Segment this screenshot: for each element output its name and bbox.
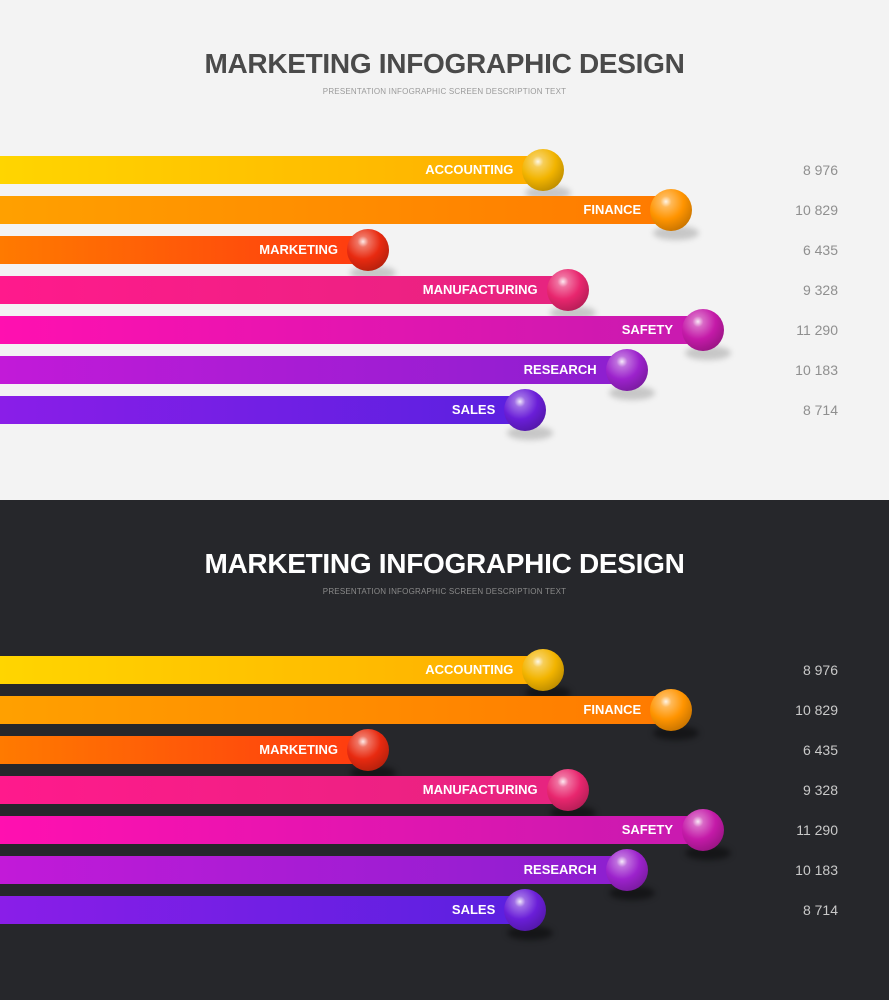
bar-marketing (0, 236, 368, 264)
bar-safety (0, 816, 703, 844)
bar-marketing (0, 736, 368, 764)
bar-research (0, 856, 627, 884)
bar-end-ball (650, 689, 693, 731)
bar-label: ACCOUNTING (425, 662, 514, 677)
bar-sales (0, 896, 526, 924)
value-label: 6 435 (802, 242, 838, 258)
chart-subtitle: PRESENTATION INFOGRAPHIC SCREEN DESCRIPT… (322, 87, 567, 96)
bar-manufacturing (0, 776, 568, 804)
value-label: 9 328 (802, 282, 838, 298)
dark-panel: MARKETING INFOGRAPHIC DESIGN PRESENTATIO… (0, 500, 889, 1000)
bar-label: SALES (451, 402, 496, 417)
value-label: 10 183 (795, 862, 838, 878)
bar-end-ball (682, 309, 724, 351)
bar-manufacturing (0, 276, 568, 304)
bar-label: FINANCE (583, 202, 642, 217)
bar-accounting (0, 156, 544, 184)
value-label: 8 714 (802, 902, 838, 918)
value-label: 10 829 (795, 702, 838, 718)
chart-subtitle: PRESENTATION INFOGRAPHIC SCREEN DESCRIPT… (322, 587, 567, 596)
value-label: 8 714 (802, 402, 838, 418)
bar-end-ball (347, 229, 389, 271)
bar-label: MANUFACTURING (422, 782, 538, 797)
bar-safety (0, 316, 703, 344)
bar-label: RESEARCH (523, 362, 597, 377)
bar-end-ball (347, 729, 389, 771)
bar-end-ball (522, 149, 565, 191)
bar-end-ball (605, 349, 648, 391)
value-label: 8 976 (802, 662, 838, 678)
bar-label: FINANCE (583, 702, 642, 717)
bar-label: MARKETING (259, 742, 338, 757)
bar-end-ball (682, 809, 724, 851)
value-label: 10 829 (795, 202, 838, 218)
bar-finance (0, 196, 672, 224)
value-label: 10 183 (795, 362, 838, 378)
value-label: 11 290 (796, 822, 838, 838)
bar-label: ACCOUNTING (425, 162, 514, 177)
chart-title: MARKETING INFOGRAPHIC DESIGN (204, 48, 685, 79)
light-panel: MARKETING INFOGRAPHIC DESIGN PRESENTATIO… (0, 0, 889, 500)
bar-end-ball (650, 189, 693, 231)
bar-label: RESEARCH (523, 862, 597, 877)
value-label: 6 435 (802, 742, 838, 758)
bar-sales (0, 396, 526, 424)
value-label: 8 976 (802, 162, 838, 178)
bar-label: SALES (451, 902, 496, 917)
bar-finance (0, 696, 672, 724)
bar-end-ball (504, 889, 547, 931)
bar-label: SAFETY (621, 322, 673, 337)
bar-end-ball (546, 269, 589, 311)
value-label: 11 290 (796, 322, 838, 338)
bar-label: MANUFACTURING (422, 282, 538, 297)
bar-end-ball (605, 849, 648, 891)
bar-label: SAFETY (621, 822, 673, 837)
bar-research (0, 356, 627, 384)
value-label: 9 328 (802, 782, 838, 798)
bar-end-ball (522, 649, 565, 691)
bar-accounting (0, 656, 544, 684)
chart-title: MARKETING INFOGRAPHIC DESIGN (204, 548, 685, 579)
bar-label: MARKETING (259, 242, 338, 257)
bar-end-ball (546, 769, 589, 811)
bar-end-ball (504, 389, 547, 431)
